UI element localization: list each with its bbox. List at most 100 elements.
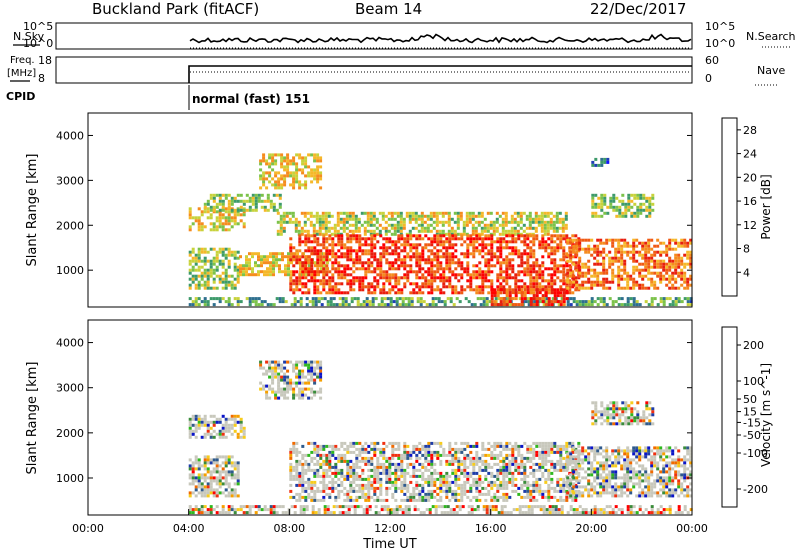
power-cell	[603, 196, 607, 200]
power-cell	[674, 303, 678, 307]
power-cell	[369, 220, 373, 224]
velocity-cell	[304, 363, 308, 367]
power-cell	[346, 291, 350, 295]
velocity-cell	[472, 468, 476, 472]
power-cell	[487, 273, 491, 277]
power-cell	[221, 213, 225, 217]
power-cell	[562, 276, 566, 280]
power-cell	[212, 225, 216, 229]
power-cell	[517, 255, 521, 259]
power-cell	[188, 271, 192, 275]
power-cell	[295, 258, 299, 262]
velocity-cell	[268, 366, 272, 370]
velocity-cell	[316, 459, 320, 463]
power-cell	[330, 226, 334, 230]
velocity-cell	[239, 505, 243, 509]
power-cell	[388, 252, 392, 256]
power-cell	[367, 267, 371, 271]
power-cell	[484, 285, 488, 289]
velocity-cell	[395, 505, 399, 509]
velocity-cell	[470, 505, 474, 509]
power-cell	[511, 234, 515, 238]
velocity-cell	[472, 462, 476, 466]
power-cell	[629, 274, 633, 278]
power-cell	[674, 247, 678, 251]
velocity-cell	[313, 447, 317, 451]
power-cell	[345, 220, 349, 224]
power-cell	[375, 226, 379, 230]
velocity-cell	[491, 505, 495, 509]
power-cell	[430, 273, 434, 277]
power-cell	[373, 279, 377, 283]
power-cell	[373, 285, 377, 289]
velocity-cell	[310, 456, 314, 460]
velocity-cell	[295, 441, 299, 445]
power-cell	[508, 264, 512, 268]
power-cell	[227, 213, 231, 217]
power-cell	[304, 180, 308, 184]
velocity-cell	[490, 450, 494, 454]
velocity-cell	[496, 498, 500, 502]
power-cell	[439, 261, 443, 265]
power-cell	[633, 193, 637, 197]
power-cell	[517, 264, 521, 268]
power-cell	[520, 261, 524, 265]
power-cell	[514, 282, 518, 286]
power-cell	[553, 264, 557, 268]
power-cell	[209, 286, 213, 290]
power-cell	[298, 234, 302, 238]
velocity-cell	[436, 498, 440, 502]
power-cell	[218, 274, 222, 278]
velocity-cell	[539, 508, 543, 512]
power-cell	[307, 249, 311, 253]
power-cell	[572, 300, 576, 304]
power-cell	[656, 238, 660, 242]
velocity-cell	[319, 372, 323, 376]
power-cell	[333, 229, 337, 233]
velocity-cell	[331, 447, 335, 451]
velocity-cell	[367, 498, 371, 502]
power-cell	[340, 270, 344, 274]
velocity-cell	[433, 462, 437, 466]
power-cell	[396, 229, 400, 233]
power-cell	[324, 217, 328, 221]
power-cell	[429, 214, 433, 218]
power-cell	[499, 282, 503, 286]
velocity-cell	[233, 429, 237, 433]
power-cell	[541, 288, 545, 292]
power-cell	[481, 279, 485, 283]
power-cell	[283, 180, 287, 184]
velocity-cell	[407, 505, 411, 509]
power-cell	[561, 217, 565, 221]
power-cell	[364, 249, 368, 253]
power-cell	[300, 229, 304, 233]
power-cell	[620, 262, 624, 266]
velocity-cell	[451, 489, 455, 493]
power-cell	[474, 226, 478, 230]
power-cell	[420, 217, 424, 221]
velocity-cell	[194, 435, 198, 439]
velocity-cell	[481, 492, 485, 496]
power-cell	[296, 252, 299, 256]
power-cell	[520, 258, 524, 262]
power-cell	[197, 225, 201, 229]
power-cell	[336, 220, 340, 224]
velocity-cell	[376, 495, 380, 499]
power-cell	[650, 300, 654, 304]
power-cell	[499, 273, 503, 277]
velocity-cell	[439, 495, 443, 499]
power-cell	[212, 196, 216, 200]
power-cell	[411, 217, 415, 221]
power-cell	[689, 262, 693, 266]
power-cell	[227, 216, 231, 220]
power-cell	[602, 300, 606, 304]
power-cell	[304, 258, 308, 262]
velocity-cell	[448, 498, 452, 502]
power-cell	[544, 279, 548, 283]
power-cell	[310, 174, 314, 178]
power-cell	[319, 252, 323, 256]
velocity-cell	[490, 498, 494, 502]
power-cell	[389, 300, 393, 304]
power-cell	[224, 207, 228, 211]
